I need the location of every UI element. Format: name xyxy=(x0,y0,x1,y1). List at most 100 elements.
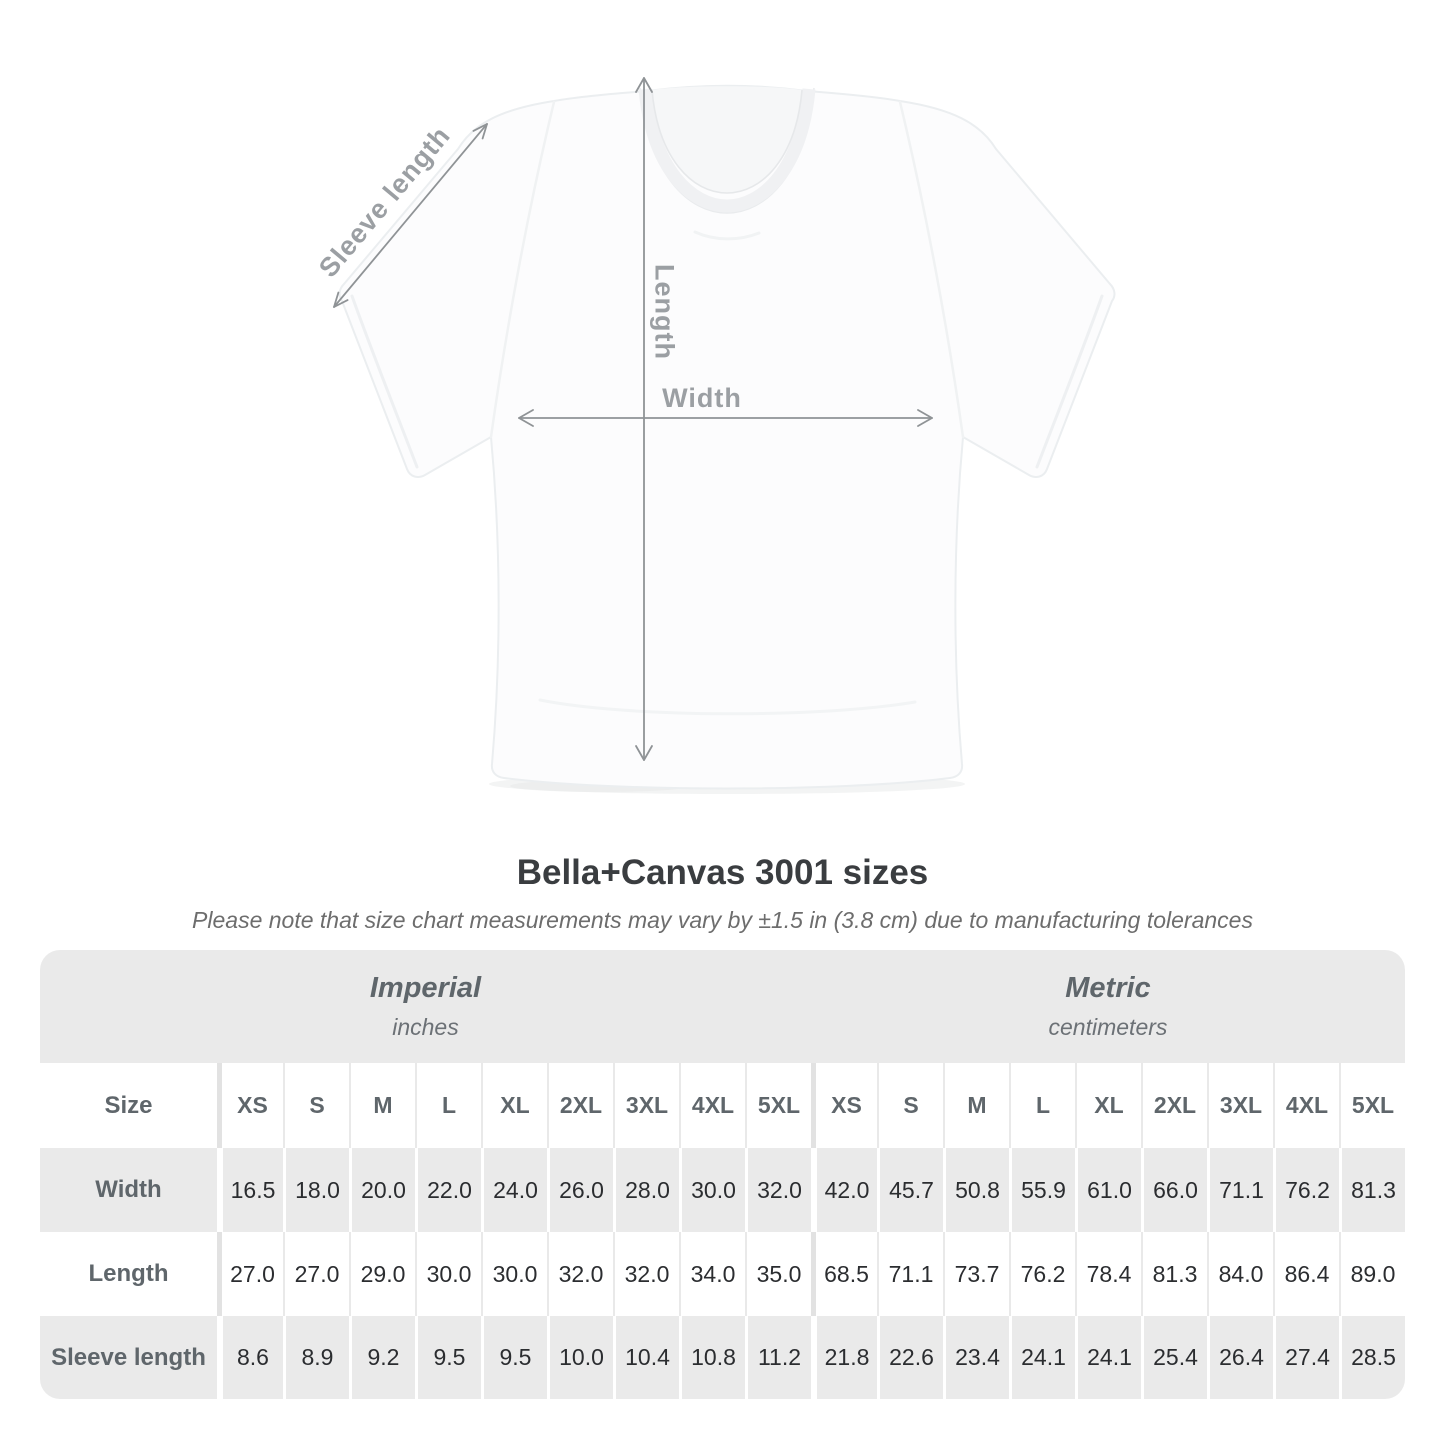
metric-measurement-cell: 76.2 xyxy=(1273,1148,1339,1232)
imperial-measurement-cell: 24.0 xyxy=(481,1148,547,1232)
imperial-measurement-cell: 16.5 xyxy=(217,1148,283,1232)
width-row: Width 16.5 18.0 20.0 22.0 24.0 26.0 28.0 30.0 32.… xyxy=(40,1148,1405,1232)
metric-measurement-cell: 42.0 xyxy=(811,1148,877,1232)
metric-measurement-cell: 28.5 xyxy=(1339,1316,1405,1399)
imperial-measurement-cell: 20.0 xyxy=(349,1148,415,1232)
imperial-measurement-cell: 27.0 xyxy=(283,1232,349,1316)
metric-size-header-cell: 2XL xyxy=(1141,1063,1207,1148)
metric-measurement-cell: 22.6 xyxy=(877,1316,943,1399)
imperial-measurement-cell: 18.0 xyxy=(283,1148,349,1232)
imperial-size-header-cell: S xyxy=(283,1063,349,1148)
imperial-measurement-cell: 34.0 xyxy=(679,1232,745,1316)
size-table-body: Size XS S M L XL 2XL 3XL 4XL 5XL XS S M L XL 2XL 3XL 4XL 5… xyxy=(40,1063,1405,1399)
metric-measurement-cell: 89.0 xyxy=(1339,1232,1405,1316)
imperial-measurement-cell: 27.0 xyxy=(217,1232,283,1316)
size-header-row: Size XS S M L XL 2XL 3XL 4XL 5XL XS S M L XL 2XL 3XL 4XL 5… xyxy=(40,1063,1405,1148)
imperial-measurement-cell: 30.0 xyxy=(415,1232,481,1316)
imperial-measurement-cell: 8.6 xyxy=(217,1316,283,1399)
metric-size-header-cell: 5XL xyxy=(1339,1063,1405,1148)
metric-measurement-cell: 50.8 xyxy=(943,1148,1009,1232)
metric-size-header-cell: 3XL xyxy=(1207,1063,1273,1148)
imperial-size-header-cell: XL xyxy=(481,1063,547,1148)
metric-size-header-cell: L xyxy=(1009,1063,1075,1148)
imperial-label: Imperial xyxy=(369,972,482,1004)
metric-measurement-cell: 61.0 xyxy=(1075,1148,1141,1232)
metric-measurement-cell: 24.1 xyxy=(1009,1316,1075,1399)
metric-measurement-cell: 66.0 xyxy=(1141,1148,1207,1232)
fabric-folds xyxy=(350,100,1104,716)
metric-measurement-cell: 76.2 xyxy=(1009,1232,1075,1316)
sleeve-length-row: Sleeve length 8.6 8.9 9.2 9.5 9.5 10.0 10.4 10.8… xyxy=(40,1316,1405,1399)
imperial-measurement-cell: 28.0 xyxy=(613,1148,679,1232)
table-units-header: Imperial inches Metric centimeters xyxy=(40,950,1405,1063)
imperial-size-header-cell: 3XL xyxy=(613,1063,679,1148)
metric-measurement-cell: 21.8 xyxy=(811,1316,877,1399)
metric-measurement-cell: 73.7 xyxy=(943,1232,1009,1316)
metric-label: Metric xyxy=(1065,972,1151,1004)
imperial-measurement-cell: 29.0 xyxy=(349,1232,415,1316)
metric-measurement-cell: 84.0 xyxy=(1207,1232,1273,1316)
tolerance-note: Please note that size chart measurements… xyxy=(192,907,1253,933)
metric-measurement-cell: 81.3 xyxy=(1141,1232,1207,1316)
imperial-size-header-cell: XS xyxy=(217,1063,283,1148)
metric-measurement-cell: 81.3 xyxy=(1339,1148,1405,1232)
tshirt-body xyxy=(338,84,1116,790)
imperial-size-header-cell: M xyxy=(349,1063,415,1148)
length-row: Length 27.0 27.0 29.0 30.0 30.0 32.0 32.0 34.0 35… xyxy=(40,1232,1405,1316)
imperial-unit: inches xyxy=(392,1014,459,1040)
metric-measurement-cell: 78.4 xyxy=(1075,1232,1141,1316)
imperial-measurement-cell: 32.0 xyxy=(613,1232,679,1316)
page-title: Bella+Canvas 3001 sizes xyxy=(516,853,929,892)
metric-measurement-cell: 24.1 xyxy=(1075,1316,1141,1399)
length-arrow xyxy=(635,77,653,761)
imperial-measurement-cell: 26.0 xyxy=(547,1148,613,1232)
metric-measurement-cell: 26.4 xyxy=(1207,1316,1273,1399)
metric-measurement-cell: 55.9 xyxy=(1009,1148,1075,1232)
metric-measurement-cell: 86.4 xyxy=(1273,1232,1339,1316)
metric-measurement-cell: 71.1 xyxy=(877,1232,943,1316)
imperial-size-header-cell: L xyxy=(415,1063,481,1148)
length-label: Length xyxy=(649,264,680,360)
metric-measurement-cell: 25.4 xyxy=(1141,1316,1207,1399)
row-label: Width xyxy=(95,1176,162,1203)
imperial-measurement-cell: 30.0 xyxy=(481,1232,547,1316)
metric-measurement-cell: 68.5 xyxy=(811,1232,877,1316)
metric-size-header-cell: S xyxy=(877,1063,943,1148)
width-arrow xyxy=(518,409,933,427)
imperial-measurement-cell: 9.5 xyxy=(481,1316,547,1399)
row-label: Sleeve length xyxy=(51,1343,206,1371)
imperial-measurement-cell: 9.2 xyxy=(349,1316,415,1399)
imperial-measurement-cell: 30.0 xyxy=(679,1148,745,1232)
imperial-measurement-cell: 32.0 xyxy=(745,1148,811,1232)
imperial-measurement-cell: 32.0 xyxy=(547,1232,613,1316)
row-label: Size xyxy=(104,1091,153,1119)
metric-size-header-cell: 4XL xyxy=(1273,1063,1339,1148)
metric-measurement-cell: 71.1 xyxy=(1207,1148,1273,1232)
imperial-measurement-cell: 8.9 xyxy=(283,1316,349,1399)
size-table: Imperial inches Metric centimeters Size X… xyxy=(40,950,1405,1399)
imperial-measurement-cell: 9.5 xyxy=(415,1316,481,1399)
imperial-measurement-cell: 35.0 xyxy=(745,1232,811,1316)
imperial-measurement-cell: 22.0 xyxy=(415,1148,481,1232)
metric-measurement-cell: 27.4 xyxy=(1273,1316,1339,1399)
metric-size-header-cell: XS xyxy=(811,1063,877,1148)
collar xyxy=(638,86,816,214)
imperial-measurement-cell: 10.0 xyxy=(547,1316,613,1399)
imperial-header: Imperial inches xyxy=(40,950,811,1063)
row-label: Length xyxy=(88,1260,169,1287)
imperial-measurement-cell: 10.8 xyxy=(679,1316,745,1399)
metric-size-header-cell: XL xyxy=(1075,1063,1141,1148)
metric-measurement-cell: 45.7 xyxy=(877,1148,943,1232)
imperial-size-header-cell: 5XL xyxy=(745,1063,811,1148)
imperial-size-header-cell: 4XL xyxy=(679,1063,745,1148)
imperial-measurement-cell: 10.4 xyxy=(613,1316,679,1399)
width-label: Width xyxy=(662,383,742,413)
imperial-measurement-cell: 11.2 xyxy=(745,1316,811,1399)
metric-measurement-cell: 23.4 xyxy=(943,1316,1009,1399)
sleeve-length-arrow xyxy=(333,123,488,308)
metric-size-header-cell: M xyxy=(943,1063,1009,1148)
metric-header: Metric centimeters xyxy=(811,950,1405,1063)
metric-unit: centimeters xyxy=(1048,1014,1168,1040)
tshirt-diagram: Sleeve length Length Width xyxy=(313,77,1116,794)
